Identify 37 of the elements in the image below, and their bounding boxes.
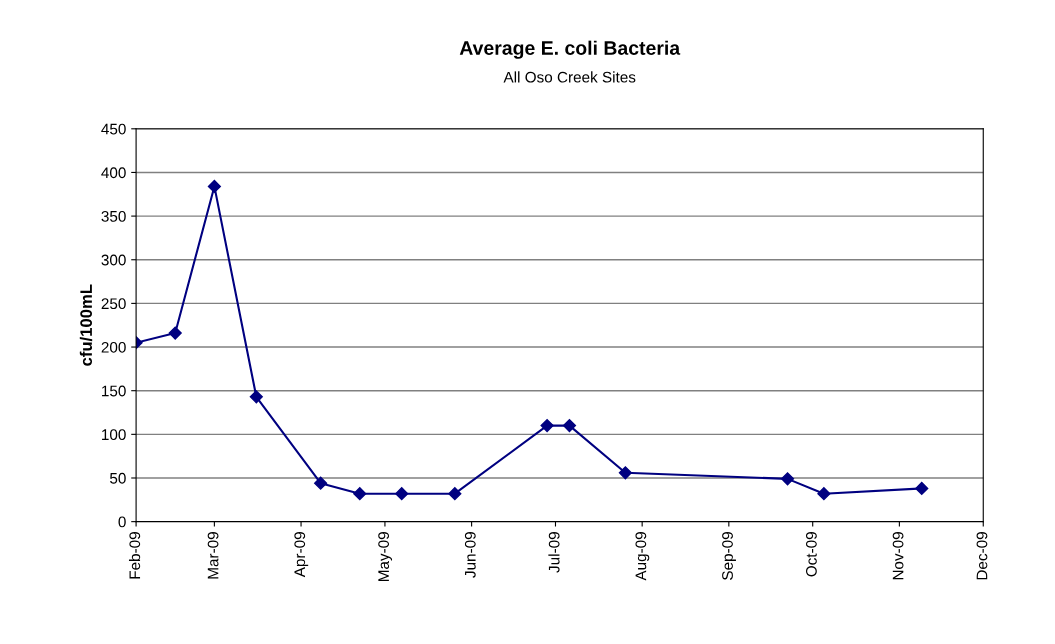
point: [207, 179, 221, 194]
y-tick-label: 300: [101, 254, 126, 266]
x-tick-label: Jul-09: [548, 532, 560, 573]
x-tick-label: Apr-09: [294, 532, 309, 578]
point: [562, 419, 577, 433]
point: [249, 390, 263, 404]
point: [168, 326, 182, 340]
y-tick-label: 0: [118, 516, 126, 528]
y-tick-label: 250: [101, 298, 126, 310]
chart-title: Average E. coli Bacteria: [459, 40, 681, 59]
x-tick-label: Dec-09: [976, 532, 988, 580]
y-tick-label: 200: [101, 341, 126, 353]
y-tick-label: 50: [109, 472, 126, 484]
point: [915, 481, 929, 496]
y-tick-label: 150: [102, 385, 126, 397]
x-tick-label: Oct-09: [805, 532, 817, 577]
x-tick-label: Feb-09: [128, 532, 141, 579]
x-tick-label: Mar-09: [207, 532, 219, 579]
y-tick-label: 400: [101, 167, 126, 179]
point: [448, 487, 462, 501]
x-tick-label: Nov-09: [892, 532, 904, 580]
chart-subtitle: All Oso Creek Sites: [503, 71, 636, 83]
y-tick-label: 350: [101, 210, 126, 222]
y-axis-title: cfu/100mL: [79, 284, 93, 366]
y-tick-label: 100: [102, 429, 126, 441]
point: [780, 472, 795, 486]
point: [395, 487, 409, 501]
point: [618, 466, 632, 480]
x-tick-label: Aug-09: [635, 532, 650, 581]
x-tick-label: Jun-09: [464, 532, 476, 578]
x-tick-label: Sep-09: [722, 532, 736, 580]
point: [314, 476, 328, 490]
y-tick-label: 450: [101, 123, 126, 135]
point: [540, 419, 554, 433]
x-tick-label: May-09: [378, 532, 393, 582]
point: [353, 487, 367, 501]
point: [817, 487, 831, 501]
